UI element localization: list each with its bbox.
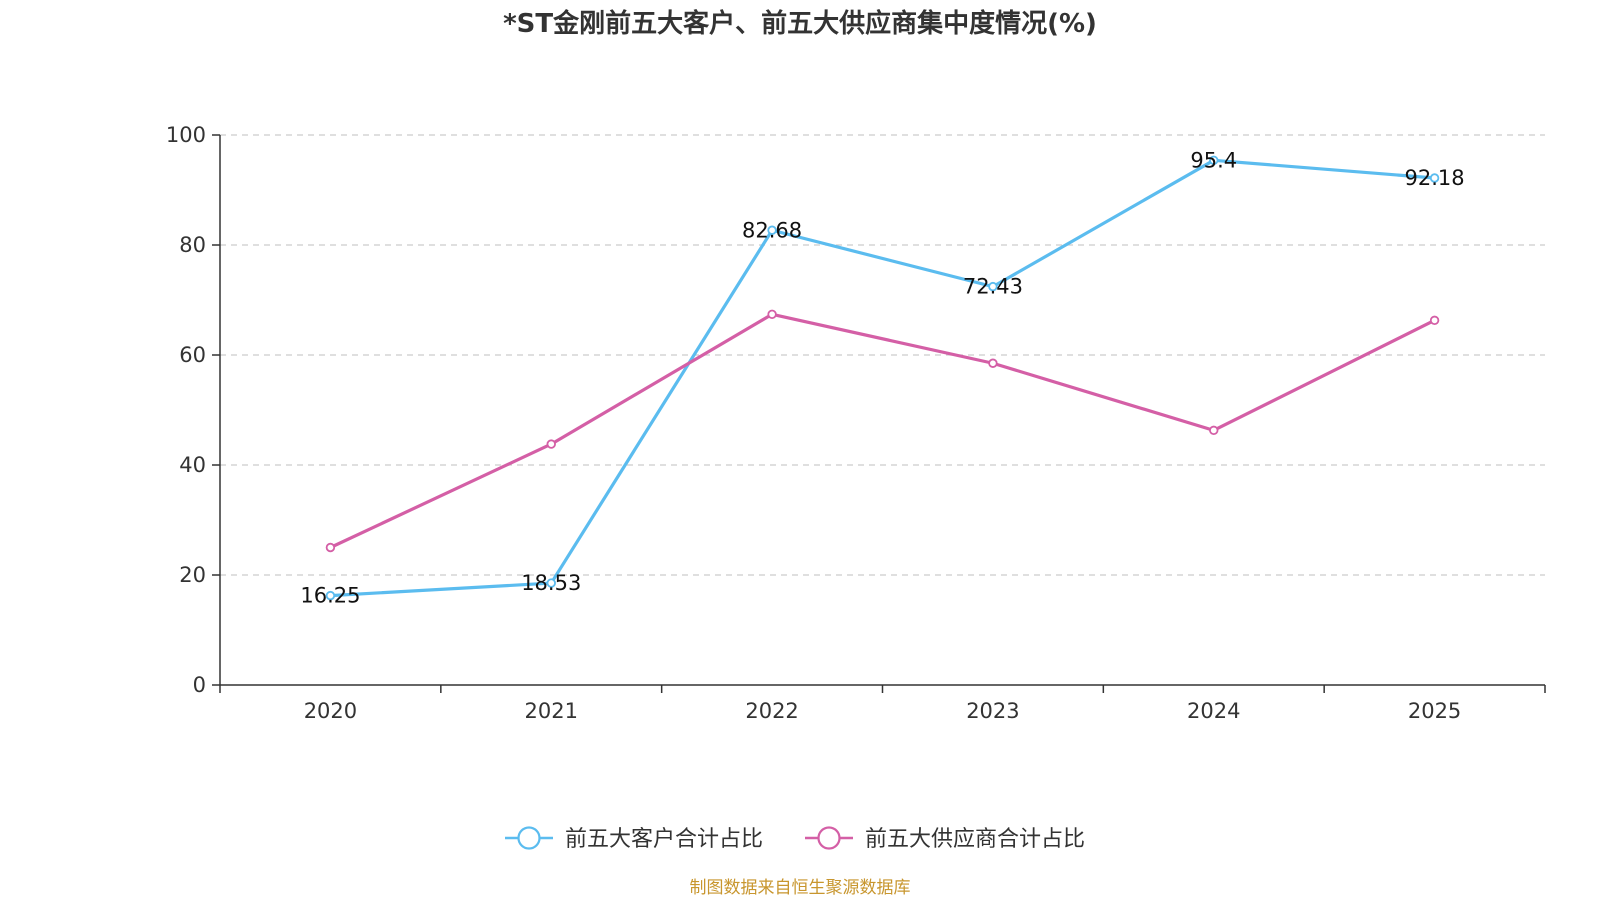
x-tick-label: 2021 xyxy=(525,699,578,723)
data-label: 18.53 xyxy=(521,571,581,595)
y-tick-label: 40 xyxy=(179,453,206,477)
x-tick-label: 2023 xyxy=(966,699,1019,723)
series-0-point[interactable] xyxy=(325,590,336,601)
series xyxy=(325,155,1440,601)
series-line-0 xyxy=(330,158,1435,598)
legend-marker xyxy=(517,826,541,850)
data-label: 92.18 xyxy=(1405,166,1465,190)
legend-item-0[interactable]: 前五大客户合计占比 xyxy=(505,826,763,852)
data-label: 72.43 xyxy=(963,275,1023,299)
y-tick-label: 60 xyxy=(179,343,206,367)
series-0-point[interactable] xyxy=(1429,173,1440,183)
series-1-point[interactable] xyxy=(1429,315,1440,326)
x-tick-label: 2024 xyxy=(1187,699,1240,723)
series-0-point[interactable] xyxy=(546,578,556,588)
y-tick-label: 80 xyxy=(179,233,206,257)
y-tick-label: 0 xyxy=(193,673,206,697)
series-1-point[interactable] xyxy=(988,358,998,368)
legend-marker xyxy=(817,826,841,850)
series-0-point[interactable] xyxy=(767,225,777,235)
x-tick-label: 2025 xyxy=(1408,699,1461,723)
data-label: 82.68 xyxy=(742,218,802,242)
series-1-point[interactable] xyxy=(325,542,336,553)
data-label: 95.4 xyxy=(1190,148,1237,172)
series-0-point[interactable] xyxy=(1209,155,1219,165)
source-note: 制图数据来自恒生聚源数据库 xyxy=(690,878,911,898)
y-tick-label: 20 xyxy=(179,563,206,587)
legend[interactable]: 前五大客户合计占比 前五大供应商合计占比 xyxy=(505,826,1085,852)
grid xyxy=(220,134,1545,576)
series-line-1 xyxy=(329,312,1436,549)
legend-item-1[interactable]: 前五大供应商合计占比 xyxy=(805,826,1085,852)
x-tick-label: 2020 xyxy=(304,699,357,723)
y-tick-label: 100 xyxy=(166,123,206,147)
series-1-point[interactable] xyxy=(546,439,556,449)
legend-label: 前五大供应商合计占比 xyxy=(865,827,1085,852)
x-tick-label: 2022 xyxy=(745,699,798,723)
data-labels: 16.25 18.53 82.68 72.43 95.4 92.18 xyxy=(300,148,1464,607)
data-label: 16.25 xyxy=(300,584,360,608)
axes: 0 20 40 60 80 100 2020 2021 2022 2023 2024 2025 xyxy=(166,123,1546,723)
series-1-point[interactable] xyxy=(767,309,777,319)
legend-label: 前五大客户合计占比 xyxy=(565,827,763,852)
series-1-point[interactable] xyxy=(1209,425,1219,436)
series-0-point[interactable] xyxy=(988,281,998,292)
chart-title: *ST金刚前五大客户、前五大供应商集中度情况(%) xyxy=(503,8,1097,39)
